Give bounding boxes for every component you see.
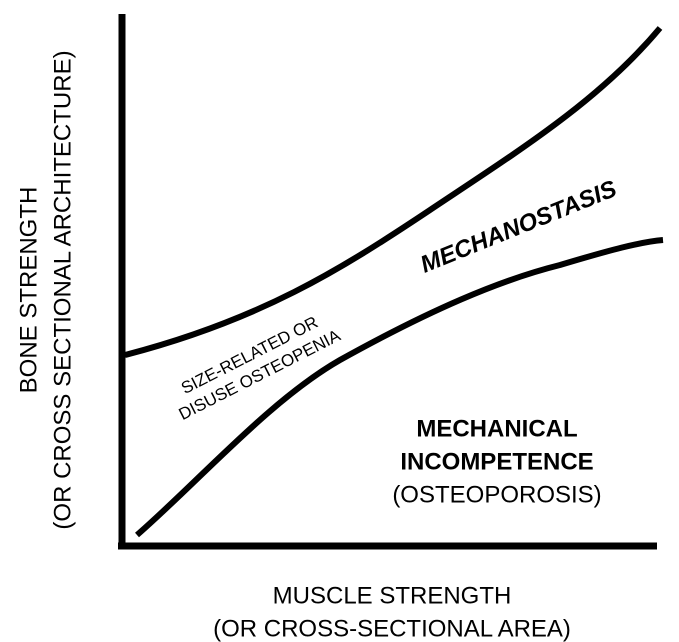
region-label: (OSTEOPOROSIS) [392,481,601,508]
upper-boundary [124,26,663,358]
x-axis-label: (OR CROSS-SECTIONAL AREA) [213,615,571,642]
region-label: INCOMPETENCE [400,448,593,475]
region-label: MECHANOSTASIS [417,175,621,278]
x-axis-label: MUSCLE STRENGTH [273,582,512,609]
y-axis-label: BONE STRENGTH [15,187,42,394]
region-label: MECHANICAL [416,415,577,442]
y-axis-label: (OR CROSS SECTIONAL ARCHITECTURE) [49,50,76,529]
lower-boundary [135,237,664,538]
